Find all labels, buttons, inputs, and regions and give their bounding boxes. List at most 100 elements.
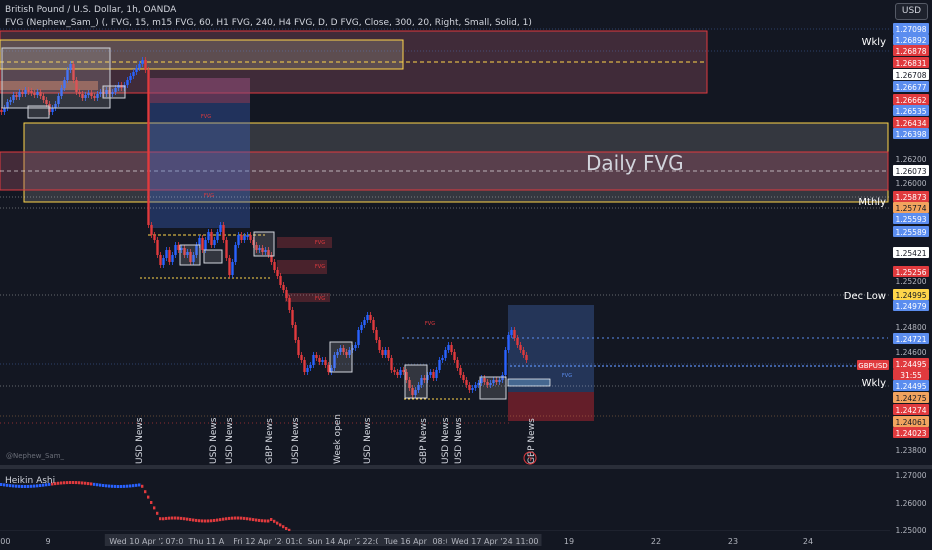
indicator-legend[interactable]: FVG (Nephew_Sam_) (, FVG, 15, m15 FVG, 6… <box>5 18 532 28</box>
price-label: 1.26398 <box>893 128 929 139</box>
time-label: Sun 14 Apr '24 <box>301 534 373 546</box>
svg-text:Tue 16 Apr '24: Tue 16 Apr '24 <box>383 537 442 546</box>
fvg-label: FVG <box>315 264 325 270</box>
price-label: 1.24274 <box>893 404 929 415</box>
price-axis[interactable]: 1.27098 1.26892 1.26878 1.26831 1.26708 1.266… <box>890 22 932 465</box>
chart-title: British Pound / U.S. Dollar, 1h, OANDA <box>5 5 177 15</box>
price-label: 1.26708 <box>893 69 929 80</box>
price-label: 1.23800 <box>895 446 926 455</box>
price-label: 1.24979 <box>893 300 929 311</box>
price-label: 1.26200 <box>895 155 926 164</box>
lightning-icon: ϟ <box>527 454 532 463</box>
svg-text:1.24495: 1.24495 <box>895 382 926 391</box>
time-label: :00 <box>0 537 10 546</box>
currency-button[interactable]: USD <box>895 3 928 20</box>
svg-text:1.25873: 1.25873 <box>895 193 926 202</box>
svg-text:01:00: 01:00 <box>285 537 308 546</box>
svg-text:1.26708: 1.26708 <box>895 71 926 80</box>
author-watermark: @Nephew_Sam_ <box>6 452 65 460</box>
symbol-tag: GBPUSD <box>858 362 887 370</box>
svg-text:24: 24 <box>803 537 813 546</box>
svg-text:1.24274: 1.24274 <box>895 406 926 415</box>
price-label: 1.25589 <box>893 226 929 237</box>
price-label: 1.24721 <box>893 333 929 344</box>
lower-price-axis[interactable]: 1.27000 1.26000 1.25000 <box>890 469 932 535</box>
svg-text:1.26434: 1.26434 <box>895 119 926 128</box>
price-label: 1.24995 <box>893 289 929 300</box>
svg-text:Wed 10 Apr '24: Wed 10 Apr '24 <box>109 537 170 546</box>
session-box <box>203 249 223 264</box>
price-label: 1.25256 <box>893 266 929 277</box>
svg-text:1.26662: 1.26662 <box>895 96 926 105</box>
svg-text:1.24275: 1.24275 <box>895 394 926 403</box>
time-label: 22 <box>651 537 661 546</box>
svg-text:Sun 14 Apr '24: Sun 14 Apr '24 <box>307 537 366 546</box>
svg-text::00: :00 <box>0 537 10 546</box>
fvg-label: FVG <box>562 373 572 379</box>
svg-text:1.25200: 1.25200 <box>895 277 926 286</box>
wkly-bottom-label: Wkly <box>862 378 886 389</box>
news-label: USD News <box>291 417 301 464</box>
time-label: 19 <box>564 537 574 546</box>
price-label: 1.24495 <box>893 380 929 391</box>
svg-text:22: 22 <box>651 537 661 546</box>
price-label: 1.24800 <box>895 323 926 332</box>
svg-text:1.25589: 1.25589 <box>895 228 926 237</box>
news-label: USD News <box>135 417 145 464</box>
svg-text:1.26535: 1.26535 <box>895 107 926 116</box>
svg-text:1.24721: 1.24721 <box>895 335 926 344</box>
price-label: 1.26000 <box>895 179 926 188</box>
time-label: 23 <box>728 537 738 546</box>
position-target <box>508 305 594 392</box>
lower-price-label: 1.26000 <box>895 499 926 508</box>
time-label: 11:00 <box>512 534 542 546</box>
fvg-label: FVG <box>201 114 211 120</box>
price-label: 1.26878 <box>893 45 929 56</box>
news-label: USD News <box>225 417 235 464</box>
session-box <box>404 364 428 399</box>
svg-text:07:00: 07:00 <box>165 537 188 546</box>
news-label: USD News <box>363 417 373 464</box>
svg-text:1.26878: 1.26878 <box>895 47 926 56</box>
svg-text:1.24495: 1.24495 <box>895 360 926 369</box>
svg-text:1.26200: 1.26200 <box>895 155 926 164</box>
price-label: 1.25774 <box>893 202 929 213</box>
level-lines <box>0 28 890 424</box>
svg-text:1.25593: 1.25593 <box>895 215 926 224</box>
price-label: 1.27098 <box>893 23 929 34</box>
h4-fvg-3 <box>285 293 330 302</box>
svg-text:1.23800: 1.23800 <box>895 446 926 455</box>
news-label: USD News <box>441 417 451 464</box>
svg-text:19: 19 <box>564 537 574 546</box>
svg-text:Wed 17 Apr '24: Wed 17 Apr '24 <box>451 537 512 546</box>
news-label: USD News <box>209 417 219 464</box>
price-label: 1.24023 <box>893 427 929 438</box>
price-label: 1.26073 <box>893 165 929 176</box>
svg-text:1.26398: 1.26398 <box>895 130 926 139</box>
h4-fvg-2 <box>277 260 327 274</box>
svg-text:9: 9 <box>45 537 50 546</box>
dec-low-label: Dec Low <box>844 291 886 302</box>
price-label: 1.24061 <box>893 416 929 427</box>
alert-icon[interactable] <box>523 451 537 465</box>
price-label: 1.24600 <box>895 348 926 357</box>
time-label: Wed 10 Apr '24 <box>104 534 176 546</box>
session-box <box>253 231 275 257</box>
svg-text:1.24800: 1.24800 <box>895 323 926 332</box>
position-stop <box>508 392 594 421</box>
lower-price-label: 1.27000 <box>895 471 926 480</box>
fvg-label: FVG <box>315 296 325 302</box>
svg-text:22:00: 22:00 <box>362 537 385 546</box>
svg-text:1.26831: 1.26831 <box>895 59 926 68</box>
svg-text:31:55: 31:55 <box>900 371 922 380</box>
svg-text:1.25256: 1.25256 <box>895 268 926 277</box>
session-box <box>102 85 126 99</box>
svg-text:1.26000: 1.26000 <box>895 179 926 188</box>
session-box <box>479 376 507 400</box>
pane-separator[interactable] <box>0 465 932 469</box>
lower-pane-title: Heikin Ashi <box>5 476 56 486</box>
heikin-ashi-candles <box>0 481 890 532</box>
news-label: GBP News <box>527 418 537 464</box>
